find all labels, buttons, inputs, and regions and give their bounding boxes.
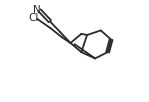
Text: N: N	[33, 5, 41, 15]
Text: Cl: Cl	[28, 13, 39, 23]
